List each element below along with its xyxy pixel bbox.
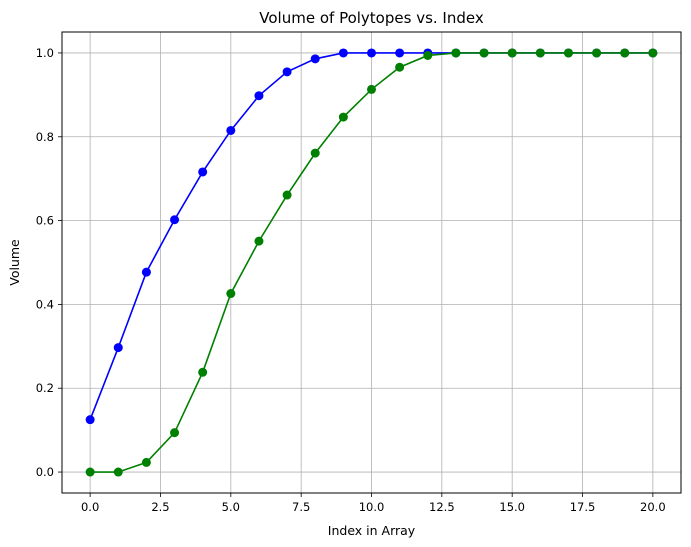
ticks: 0.0 2.5 5.0 7.5 10.0 12.5 15.0 17.5 20.0 0.0 0.2 0.…	[36, 46, 666, 514]
data-point-series-1	[395, 48, 405, 58]
data-point-series-2	[367, 84, 376, 94]
x-tick-label: 2.5	[151, 500, 169, 514]
data-point-series-1	[338, 48, 348, 58]
y-tick-label: 0.0	[36, 465, 54, 479]
x-tick-label: 12.5	[429, 500, 455, 514]
x-tick-label: 15.0	[499, 500, 525, 514]
x-tick-label: 7.5	[292, 500, 310, 514]
grid	[62, 32, 681, 493]
data-point-series-1	[226, 125, 236, 135]
data-point-series-2	[451, 48, 461, 58]
data-point-series-2	[282, 190, 292, 200]
y-tick-label: 0.4	[36, 297, 54, 311]
y-axis-label: Volume	[7, 239, 22, 286]
data-point-series-2	[113, 467, 123, 477]
data-point-series-2	[226, 289, 236, 299]
series-group	[85, 48, 658, 477]
data-point-series-2	[338, 112, 348, 122]
data-point-series-2	[395, 62, 405, 72]
y-tick-label: 1.0	[36, 46, 54, 60]
data-point-series-2	[170, 428, 180, 438]
data-point-series-2	[479, 48, 489, 58]
data-point-series-2	[423, 50, 433, 60]
data-point-series-1	[254, 91, 264, 101]
data-point-series-1	[310, 54, 320, 64]
y-tick-label: 0.6	[36, 214, 54, 228]
x-tick-label: 5.0	[222, 500, 240, 514]
data-point-series-2	[85, 467, 95, 477]
data-point-series-2	[620, 48, 630, 58]
data-point-series-2	[648, 48, 658, 58]
data-point-series-2	[563, 48, 573, 58]
x-tick-label: 17.5	[570, 500, 596, 514]
data-point-series-2	[310, 148, 320, 158]
data-point-series-1	[85, 415, 95, 425]
data-point-series-1	[198, 167, 208, 177]
y-tick-label: 0.2	[36, 381, 54, 395]
data-point-series-2	[535, 48, 545, 58]
chart-title: Volume of Polytopes vs. Index	[259, 9, 484, 27]
data-point-series-2	[507, 48, 517, 58]
data-point-series-1	[141, 267, 151, 277]
y-tick-label: 0.8	[36, 130, 54, 144]
data-point-series-1	[170, 215, 180, 225]
data-point-series-1	[282, 67, 292, 77]
x-tick-label: 20.0	[640, 500, 666, 514]
x-axis-label: Index in Array	[328, 523, 416, 538]
data-point-series-1	[113, 343, 123, 353]
data-point-series-1	[367, 48, 376, 58]
data-point-series-2	[592, 48, 602, 58]
data-point-series-2	[198, 367, 208, 377]
x-tick-label: 0.0	[81, 500, 99, 514]
x-tick-label: 10.0	[359, 500, 385, 514]
data-point-series-2	[254, 236, 264, 246]
data-point-series-2	[141, 457, 151, 467]
